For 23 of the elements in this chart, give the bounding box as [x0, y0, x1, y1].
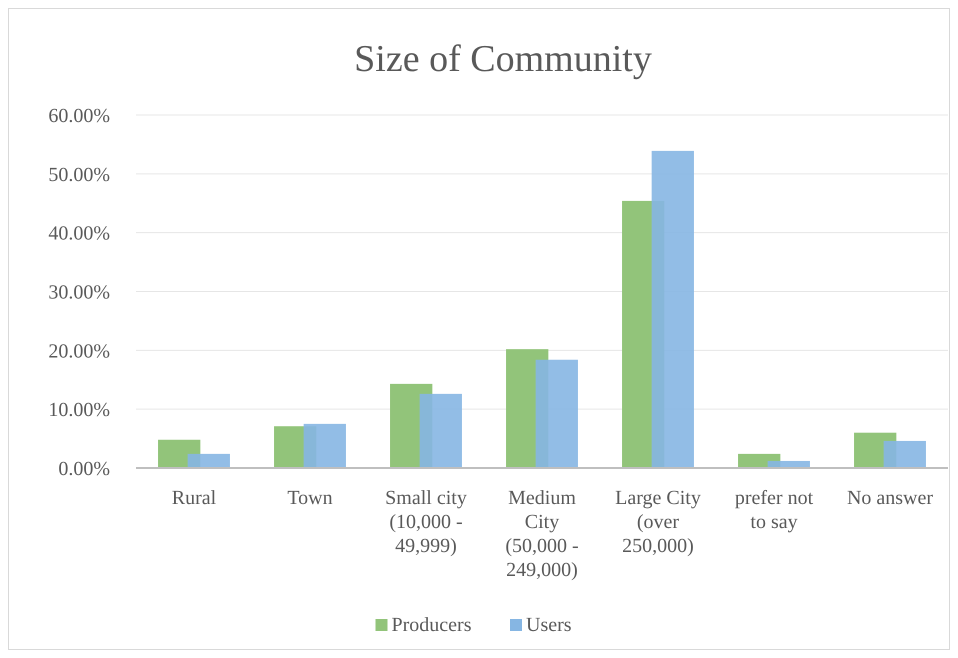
bar: [884, 440, 926, 468]
bar: [304, 424, 346, 468]
bar: [652, 150, 694, 468]
y-tick-label: 0.00%: [58, 458, 110, 480]
chart-title: Size of Community: [354, 38, 652, 80]
x-tick-label: Rural: [172, 487, 217, 509]
y-tick-label: 40.00%: [48, 222, 110, 245]
y-tick-label: 10.00%: [48, 399, 110, 422]
bar: [420, 394, 462, 468]
x-tick-label: No answer: [846, 487, 934, 509]
bar: [188, 454, 230, 468]
bar: [536, 360, 578, 468]
legend-label: Producers: [392, 614, 472, 636]
y-tick-label: 20.00%: [48, 340, 110, 362]
x-tick-label: prefer not to say: [734, 487, 814, 533]
x-tick-label: Town: [287, 487, 333, 509]
legend-label: Users: [526, 614, 572, 636]
y-tick-label: 50.00%: [48, 164, 110, 186]
x-tick-label: Small city (10,000 - 49,999): [385, 487, 467, 557]
y-tick-label: 30.00%: [48, 282, 110, 304]
y-tick-label: 60.00%: [48, 105, 110, 127]
x-tick-label: Large City (over 250,000): [615, 487, 701, 557]
x-tick-label: Medium City (50,000 - 249,000): [505, 487, 579, 581]
